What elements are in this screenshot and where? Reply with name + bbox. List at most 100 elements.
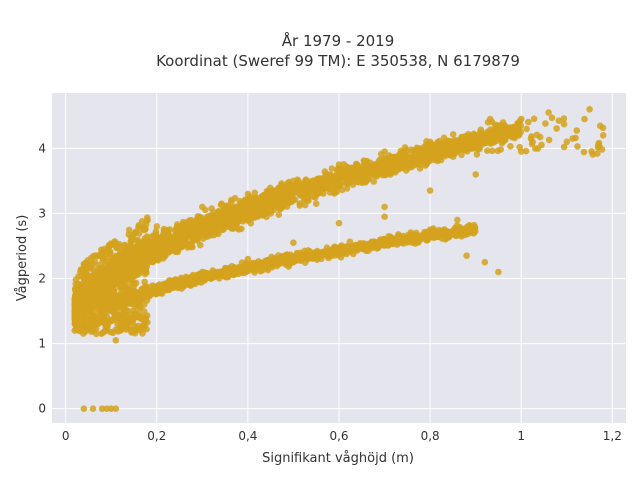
scatter-point (495, 122, 502, 129)
scatter-point (130, 236, 138, 243)
x-tick-label: 0,6 (329, 429, 348, 443)
scatter-point (254, 260, 262, 268)
scatter-point (101, 319, 108, 327)
scatter-point (160, 225, 168, 233)
scatter-point (243, 210, 250, 218)
scatter-point (200, 226, 207, 234)
scatter-point (101, 295, 108, 303)
scatter-point (381, 236, 388, 243)
scatter-point (523, 125, 530, 133)
scatter-point (182, 224, 189, 231)
scatter-point (506, 124, 514, 131)
y-tick-label: 0 (38, 402, 46, 416)
scatter-point (507, 143, 514, 150)
scatter-point (191, 226, 198, 234)
scatter-point (499, 136, 507, 143)
scatter-point (80, 330, 87, 337)
scatter-point (398, 159, 405, 166)
scatter-point (153, 223, 161, 230)
scatter-point (304, 253, 312, 261)
scatter-point (143, 233, 151, 240)
scatter-point (333, 188, 341, 196)
scatter-point (172, 244, 179, 252)
scatter-point (91, 287, 98, 294)
grid-y (52, 147, 626, 410)
scatter-point (113, 244, 120, 252)
scatter-point (134, 243, 142, 251)
scatter-point (287, 188, 295, 196)
scatter-point (596, 122, 604, 130)
scatter-point (274, 256, 281, 263)
scatter-point (131, 323, 139, 331)
scatter-point (599, 132, 607, 139)
scatter-point (324, 175, 332, 183)
scatter-point (252, 267, 259, 274)
scatter-point (444, 150, 452, 158)
scatter-point (560, 143, 568, 151)
scatter-point (279, 190, 287, 198)
scatter-point (153, 288, 161, 295)
scatter-point (381, 203, 388, 211)
scatter-point (124, 307, 131, 315)
scatter-point (545, 109, 552, 116)
scatter-point (260, 207, 268, 215)
scatter-point (135, 224, 142, 231)
scatter-point (234, 264, 242, 272)
scatter-point (152, 245, 159, 253)
scatter-point (234, 217, 241, 224)
scatter-point (121, 260, 129, 267)
x-tick-label: 0,8 (421, 429, 440, 443)
scatter-point (161, 286, 168, 294)
scatter-point (473, 151, 481, 158)
x-tick-label: 1 (517, 429, 525, 443)
x-tick-labels: 0 0,2 0,4 0,6 0,8 1 1,2 (62, 429, 622, 443)
scatter-point (235, 270, 242, 278)
scatter-point (445, 231, 453, 239)
scatter-point (98, 405, 106, 413)
scatter-point (260, 263, 267, 271)
scatter-point (494, 147, 502, 155)
scatter-point (222, 270, 230, 278)
scatter-point (464, 148, 471, 155)
scatter-point (532, 145, 539, 152)
scatter-point (291, 183, 298, 191)
scatter-point (484, 147, 491, 154)
scatter-point (120, 272, 127, 279)
scatter-point (472, 228, 479, 235)
scatter-point (278, 181, 285, 189)
scatter-point (78, 314, 85, 321)
scatter-point (91, 258, 98, 265)
scatter-point (176, 240, 183, 248)
scatter-point (489, 139, 497, 146)
scatter-point (457, 137, 464, 145)
scatter-point (274, 194, 281, 202)
scatter-point (267, 260, 274, 267)
scatter-point (137, 302, 144, 310)
scatter-point (370, 178, 378, 185)
scatter-point (484, 119, 492, 126)
scatter-point (454, 216, 461, 224)
scatter-point (417, 161, 424, 168)
scatter-point (463, 227, 470, 235)
scatter-point (125, 231, 133, 238)
scatter-point (324, 184, 331, 191)
scatter-point (190, 278, 198, 285)
scatter-point (137, 291, 145, 298)
scatter-point (122, 326, 130, 333)
scatter-point (426, 187, 434, 194)
y-tick-label: 4 (38, 141, 46, 155)
scatter-point (517, 128, 524, 136)
scatter-point (141, 226, 148, 234)
scatter-point (143, 251, 150, 259)
scatter-point (210, 209, 217, 216)
scatter-point (132, 255, 139, 263)
scatter-point (381, 242, 388, 249)
scatter-point (332, 252, 339, 259)
scatter-point (102, 268, 109, 276)
scatter-point (273, 260, 281, 268)
scatter-point (120, 296, 128, 304)
scatter-point (150, 232, 158, 240)
scatter-point (595, 139, 603, 147)
scatter-point (449, 131, 457, 138)
scatter-point (273, 202, 280, 210)
